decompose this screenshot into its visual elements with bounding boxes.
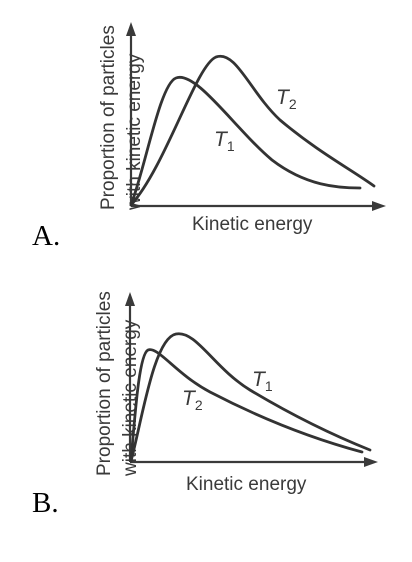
x-axis-label: Kinetic energy	[192, 214, 313, 235]
curve-label-t2: T2	[276, 86, 297, 112]
curve-label-t1: T1	[214, 128, 235, 154]
y-axis-arrow-icon	[126, 22, 136, 36]
option-label: B.	[32, 487, 59, 519]
curve-t1	[129, 75, 362, 207]
y-axis-label-line-1: Proportion of particles	[94, 291, 115, 476]
curve-label-t1: T1	[252, 368, 273, 394]
diagram-a: Proportion of particles with kinetic ene…	[32, 22, 386, 252]
curve-t1	[129, 332, 372, 463]
curve-t2	[129, 348, 364, 463]
curve-t2	[129, 54, 376, 207]
x-axis-arrow-icon	[364, 457, 378, 467]
y-axis-label-line-2: with kinetic energy	[124, 53, 145, 211]
option-label: A.	[32, 220, 60, 252]
y-axis-label-line-1: Proportion of particles	[98, 25, 119, 210]
x-axis-label: Kinetic energy	[186, 474, 307, 495]
curve-label-t2: T2	[182, 387, 203, 413]
y-axis-arrow-icon	[125, 292, 135, 306]
x-axis-arrow-icon	[372, 201, 386, 211]
diagram-b: Proportion of particles with kinetic ene…	[32, 291, 378, 519]
